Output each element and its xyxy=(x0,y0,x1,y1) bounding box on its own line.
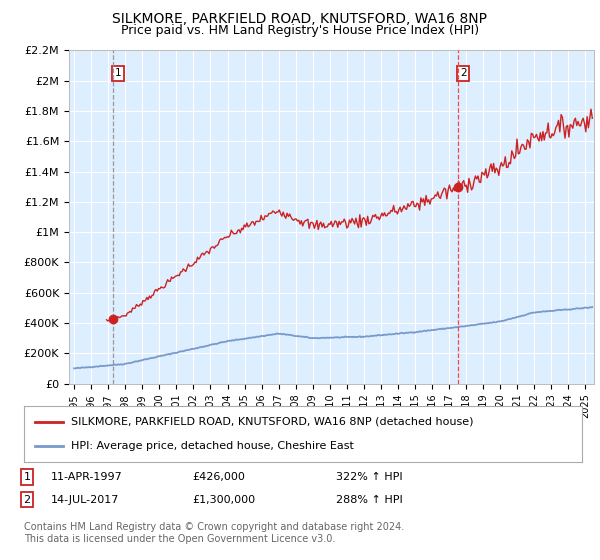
Text: HPI: Average price, detached house, Cheshire East: HPI: Average price, detached house, Ches… xyxy=(71,441,355,451)
Text: 1: 1 xyxy=(115,68,121,78)
Text: 14-JUL-2017: 14-JUL-2017 xyxy=(51,494,119,505)
Text: 2: 2 xyxy=(460,68,467,78)
Text: 1: 1 xyxy=(23,472,31,482)
Text: SILKMORE, PARKFIELD ROAD, KNUTSFORD, WA16 8NP: SILKMORE, PARKFIELD ROAD, KNUTSFORD, WA1… xyxy=(113,12,487,26)
Text: 322% ↑ HPI: 322% ↑ HPI xyxy=(336,472,403,482)
Text: Contains HM Land Registry data © Crown copyright and database right 2024.
This d: Contains HM Land Registry data © Crown c… xyxy=(24,522,404,544)
Text: 11-APR-1997: 11-APR-1997 xyxy=(51,472,123,482)
Text: Price paid vs. HM Land Registry's House Price Index (HPI): Price paid vs. HM Land Registry's House … xyxy=(121,24,479,36)
Text: SILKMORE, PARKFIELD ROAD, KNUTSFORD, WA16 8NP (detached house): SILKMORE, PARKFIELD ROAD, KNUTSFORD, WA1… xyxy=(71,417,474,427)
Text: £1,300,000: £1,300,000 xyxy=(192,494,255,505)
Text: 288% ↑ HPI: 288% ↑ HPI xyxy=(336,494,403,505)
Text: 2: 2 xyxy=(23,494,31,505)
Text: £426,000: £426,000 xyxy=(192,472,245,482)
